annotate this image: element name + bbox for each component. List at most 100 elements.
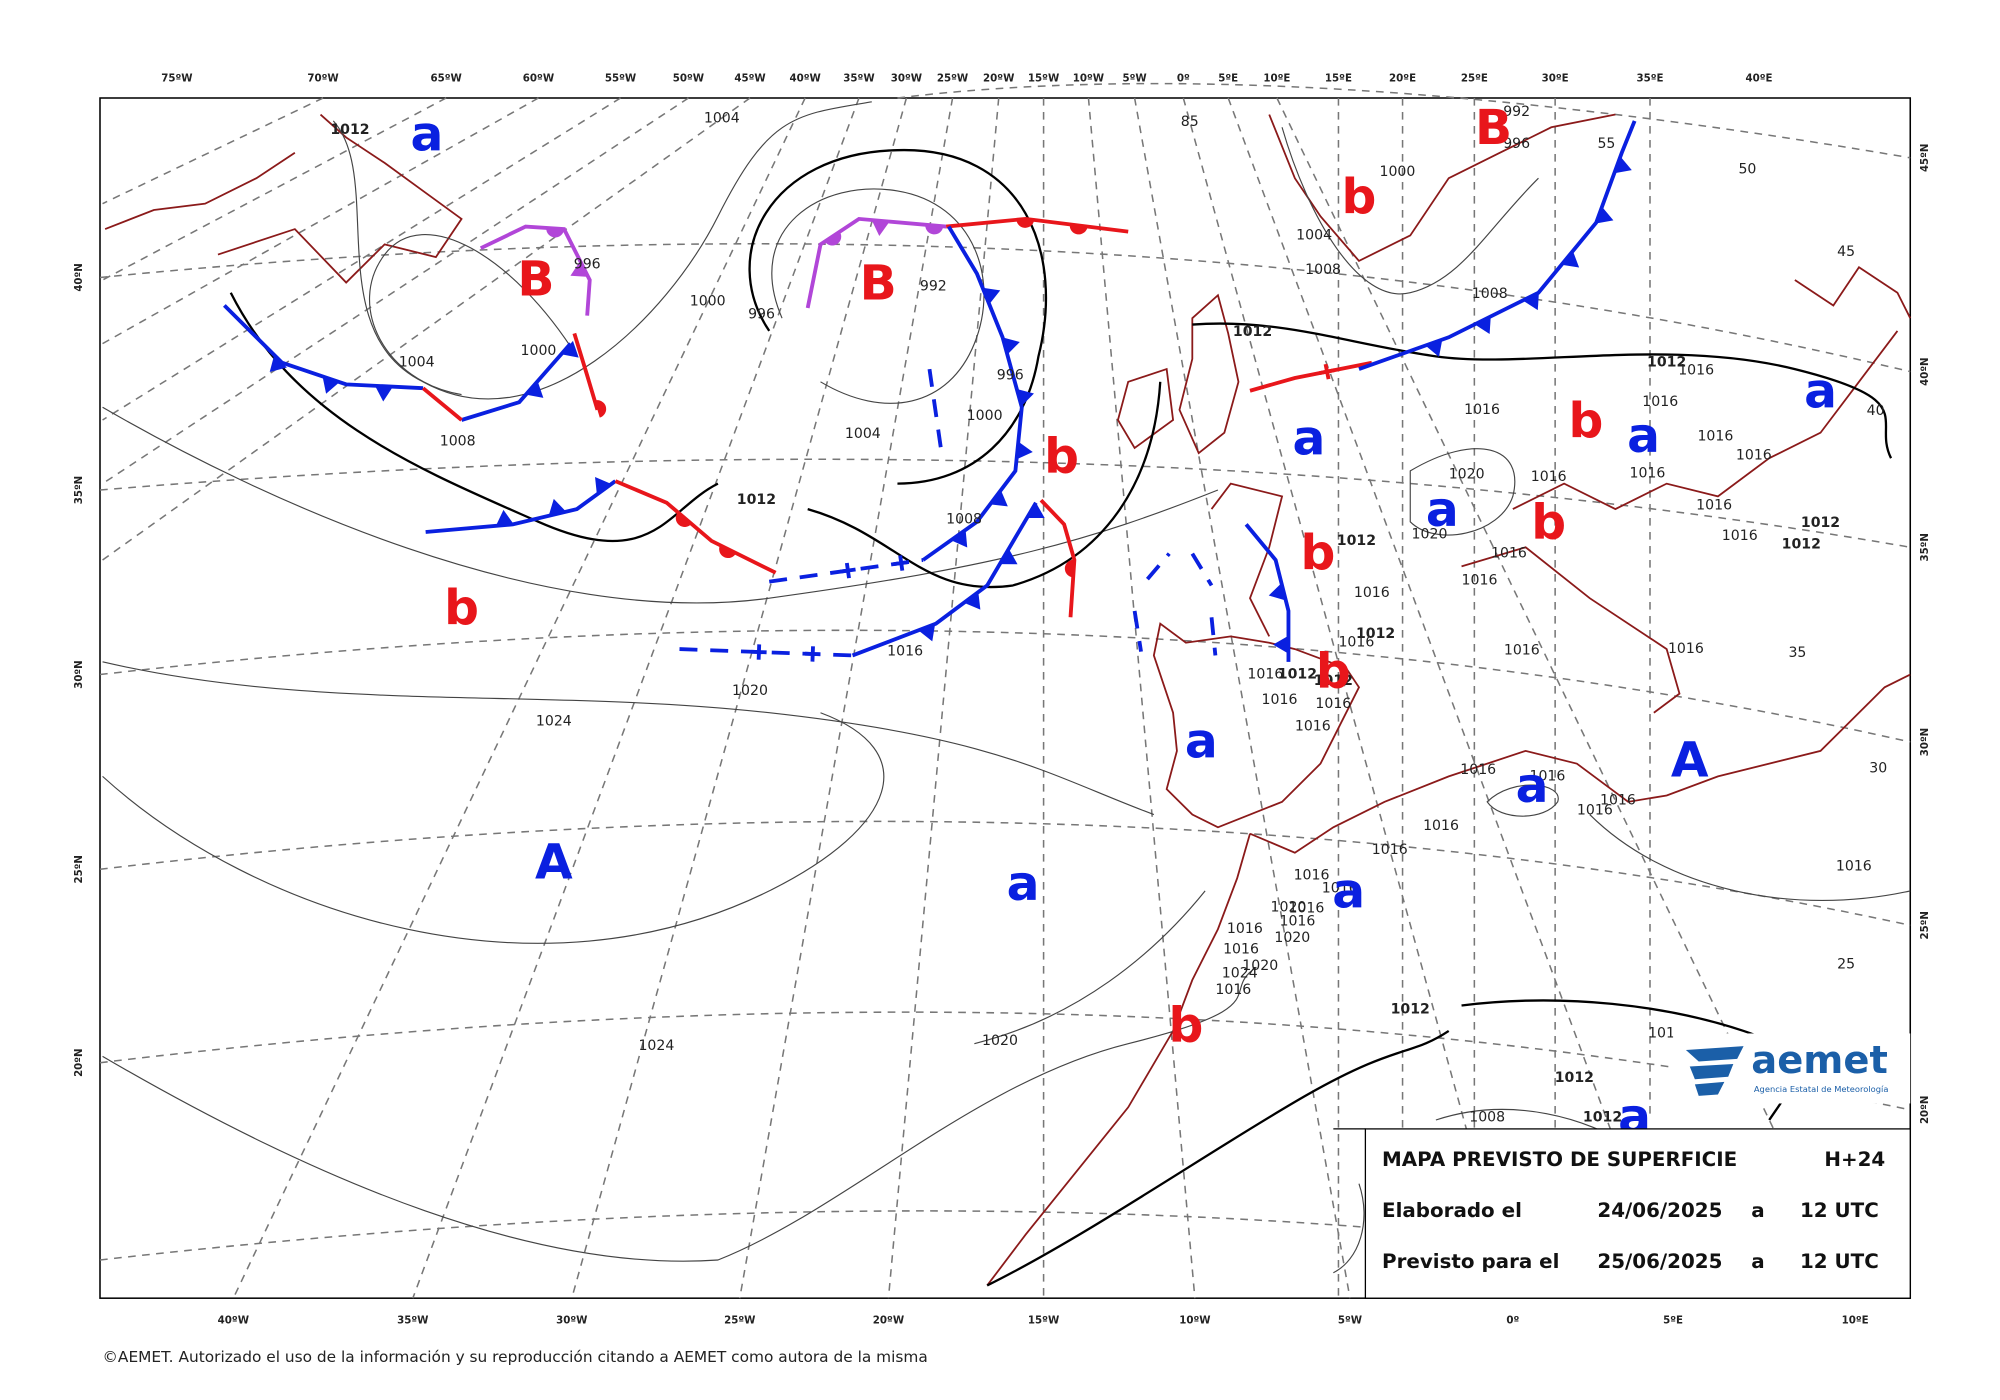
meridian xyxy=(1182,97,1514,1299)
warm-front-symbol xyxy=(594,400,607,418)
isobar-label: 1016 xyxy=(1460,762,1496,778)
cold-front-symbol xyxy=(269,354,287,373)
meridian xyxy=(738,97,954,1299)
cold-front-symbol xyxy=(871,220,890,237)
front-line xyxy=(921,225,1024,562)
logo-icon xyxy=(1685,1046,1744,1096)
lon-label-top: 10ºE xyxy=(1263,73,1290,84)
isobar-label: 1020 xyxy=(732,683,768,699)
front-line xyxy=(927,368,945,459)
isobar-label: 1020 xyxy=(1412,527,1448,543)
isobar-label: 1016 xyxy=(1288,901,1324,917)
logo-text: aemet xyxy=(1751,1038,1888,1083)
front-cross xyxy=(804,646,821,662)
isobar-label: 1012 xyxy=(1782,537,1821,553)
lon-label-top: 5ºE xyxy=(1218,73,1238,84)
lat-label-left: 40ºN xyxy=(74,263,85,291)
meridian xyxy=(412,97,860,1299)
graticule xyxy=(99,82,1911,1299)
isobar-label: 1016 xyxy=(1529,768,1565,784)
isobar-label: 1008 xyxy=(946,511,982,527)
pressure-center: B xyxy=(860,255,897,311)
lat-label-right: 30ºN xyxy=(1920,728,1931,756)
isobar-label: 85 xyxy=(1181,114,1199,130)
isobar-label: 101 xyxy=(1648,1025,1675,1041)
isobar-label: 1016 xyxy=(1722,528,1758,544)
pressure-center: A xyxy=(535,835,573,891)
lon-label-bottom: 35ºW xyxy=(397,1316,428,1327)
front-line xyxy=(421,386,463,422)
pressure-center: a xyxy=(1185,714,1218,770)
info-hour: H+24 xyxy=(1824,1148,1885,1171)
meridian xyxy=(1227,97,1674,1299)
isobar-label: 25 xyxy=(1837,957,1855,973)
isobar-label: 1012 xyxy=(1314,673,1353,689)
front-line xyxy=(851,501,1038,658)
lon-label-top: 30ºE xyxy=(1542,73,1569,84)
isobar-label: 1012 xyxy=(1278,667,1317,683)
isobar-label: 1016 xyxy=(1294,868,1330,884)
warm-front-symbol xyxy=(824,231,842,246)
isobar-label: 1012 xyxy=(1356,626,1395,642)
pressure-center: a xyxy=(1804,364,1837,420)
meridian xyxy=(571,97,908,1299)
lon-label-top: 45ºW xyxy=(734,73,765,84)
info-time: 12 UTC xyxy=(1800,1250,1879,1273)
isobar-label: 1016 xyxy=(1504,642,1540,658)
isobar-label: 30 xyxy=(1869,761,1887,777)
warm-front-symbol xyxy=(675,512,692,527)
isobar-label: 1000 xyxy=(1379,164,1415,180)
isobar-label: 35 xyxy=(1788,645,1806,661)
lon-label-top: 30ºW xyxy=(891,73,922,84)
isobar-label: 1016 xyxy=(1668,641,1704,657)
info-label: Previsto para el xyxy=(1382,1250,1559,1273)
pressure-center: b xyxy=(1531,495,1566,551)
pressure-center: a xyxy=(1293,411,1326,467)
meridian xyxy=(1133,97,1351,1299)
isobar-label: 1008 xyxy=(440,434,476,450)
isobar-label: 1020 xyxy=(1274,930,1310,946)
front-line xyxy=(425,479,617,534)
lat-label-right: 20ºN xyxy=(1920,1096,1931,1124)
isobar-label: 1016 xyxy=(1279,913,1315,929)
isobar-label: 1024 xyxy=(638,1038,674,1054)
lon-label-bottom: 20ºW xyxy=(873,1316,904,1327)
logo-subtitle: Agencia Estatal de Meteorología xyxy=(1754,1084,1889,1094)
front-line xyxy=(1249,360,1373,393)
cold-front-symbol xyxy=(1016,388,1034,407)
front-line xyxy=(479,224,592,316)
isobar-label: 55 xyxy=(1597,136,1615,152)
map-frame xyxy=(99,97,1912,1299)
lon-label-top: 15ºE xyxy=(1325,73,1352,84)
cold-front-symbol xyxy=(322,376,340,394)
info-title: MAPA PREVISTO DE SUPERFICIE xyxy=(1382,1148,1737,1171)
pressure-center: b xyxy=(444,580,479,636)
meridian xyxy=(102,97,689,485)
meridian xyxy=(102,97,751,561)
lon-label-bottom: 30ºW xyxy=(556,1316,587,1327)
cold-front-symbol xyxy=(1561,250,1580,268)
lon-label-bottom: 25ºW xyxy=(724,1316,755,1327)
isobar-label: 1016 xyxy=(1629,465,1665,481)
isobar-label: 1016 xyxy=(887,644,923,660)
isobar-label: 1012 xyxy=(1337,533,1376,549)
isobar-label: 1000 xyxy=(690,294,726,310)
front-line xyxy=(460,342,572,422)
meridian xyxy=(887,97,1000,1299)
lon-label-top: 20ºE xyxy=(1389,73,1416,84)
lon-label-bottom: 10ºW xyxy=(1179,1316,1210,1327)
info-date: 24/06/2025 xyxy=(1597,1199,1722,1222)
lat-label-right: 35ºN xyxy=(1920,533,1931,561)
isobar-label: 1012 xyxy=(1555,1070,1594,1086)
lat-label-right: 40ºN xyxy=(1920,357,1931,385)
isobar-label: 1012 xyxy=(330,122,369,138)
cold-front-symbol xyxy=(990,490,1008,507)
isobar-label: 40 xyxy=(1867,403,1885,419)
isobar-label: 1016 xyxy=(1736,448,1772,464)
pressure-center: B xyxy=(517,252,554,308)
warm-front-symbol xyxy=(1069,224,1088,235)
info-label: Elaborado el xyxy=(1382,1199,1522,1222)
pressure-center: a xyxy=(1627,408,1660,464)
warm-front-symbol xyxy=(1064,559,1075,578)
isobar-label: 1004 xyxy=(704,110,740,126)
